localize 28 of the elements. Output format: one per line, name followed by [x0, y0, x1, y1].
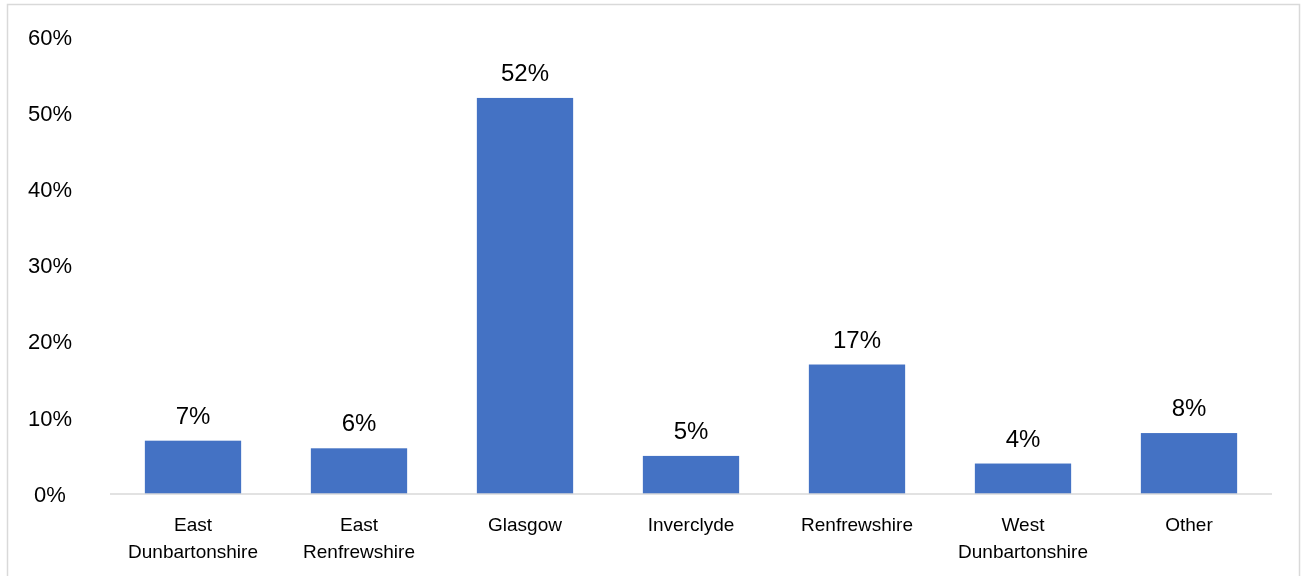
y-tick-label: 20%	[27, 329, 73, 355]
x-tick-label: East Dunbartonshire	[128, 514, 258, 562]
bar	[144, 440, 242, 494]
data-label: 5%	[673, 416, 709, 444]
x-tick-label: West Dunbartonshire	[958, 514, 1088, 562]
y-tick-label: 30%	[27, 253, 73, 279]
y-tick-label: 10%	[27, 405, 73, 431]
bar	[642, 455, 740, 494]
data-label: 8%	[1171, 394, 1207, 422]
y-tick-label: 50%	[27, 100, 73, 126]
x-tick-label: Other	[1165, 514, 1214, 535]
data-label: 4%	[1005, 424, 1041, 452]
y-tick-label: 60%	[27, 24, 73, 50]
y-tick-label: 0%	[34, 481, 66, 507]
y-tick-label: 40%	[27, 177, 73, 203]
x-tick-label: Glasgow	[488, 514, 563, 535]
bar	[808, 364, 906, 494]
data-label: 17%	[832, 325, 882, 353]
x-tick-label: Renfrewshire	[801, 514, 913, 535]
data-label: 52%	[500, 58, 550, 86]
bar	[1140, 433, 1238, 494]
x-tick-label: Inverclyde	[647, 514, 735, 535]
bar	[476, 97, 574, 494]
data-label: 6%	[341, 409, 377, 437]
bar	[974, 463, 1072, 494]
data-label: 7%	[175, 401, 211, 429]
bar	[310, 448, 408, 494]
x-tick-label: East Renfrewshire	[303, 514, 415, 562]
